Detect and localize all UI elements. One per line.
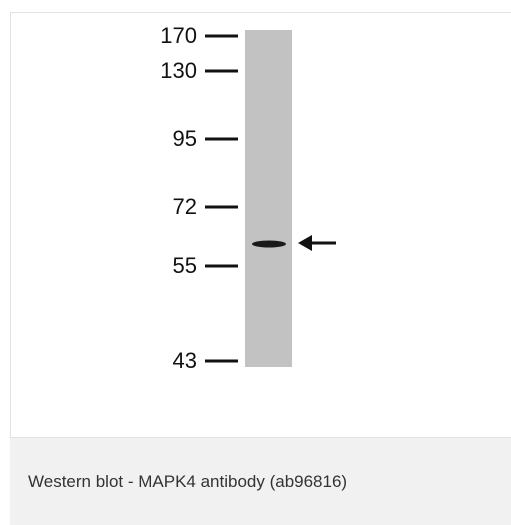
caption-bar: Western blot - MAPK4 antibody (ab96816) — [10, 437, 511, 525]
marker-label: 72 — [173, 194, 197, 219]
marker-label: 95 — [173, 126, 197, 151]
marker-ladder: 170 130 95 72 55 43 — [160, 23, 238, 373]
marker-label: 130 — [160, 58, 197, 83]
arrow-head — [298, 235, 312, 251]
band — [252, 241, 286, 248]
marker-label: 55 — [173, 253, 197, 278]
page: 170 130 95 72 55 43 Western blot - MAPK4 anti… — [0, 0, 511, 525]
marker-label: 43 — [173, 348, 197, 373]
blot-image: 170 130 95 72 55 43 — [0, 0, 511, 437]
marker-label: 170 — [160, 23, 197, 48]
caption: Western blot - MAPK4 antibody (ab96816) — [28, 472, 347, 492]
lane — [245, 30, 292, 367]
